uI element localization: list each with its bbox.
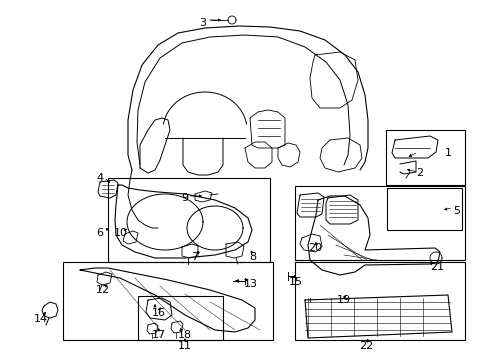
Text: 21: 21 [429,262,443,272]
Text: 22: 22 [358,341,372,351]
Bar [386,188,461,230]
Text: 20: 20 [307,243,322,253]
Text: 13: 13 [244,279,258,289]
Text: 7: 7 [191,252,198,262]
Text: 16: 16 [152,308,165,318]
Text: 15: 15 [288,277,303,287]
Text: 4: 4 [96,173,103,183]
Text: 1: 1 [444,148,451,158]
Text: 9: 9 [181,193,188,203]
Text: 14: 14 [34,314,48,324]
Text: 5: 5 [452,206,459,216]
Bar [294,186,464,260]
Text: 12: 12 [96,285,110,295]
Text: 3: 3 [199,18,205,28]
Text: 6: 6 [96,228,103,238]
Bar [294,262,464,340]
Text: 11: 11 [178,341,192,351]
Text: 18: 18 [178,330,192,340]
Bar [385,130,464,185]
Text: 10: 10 [114,228,128,238]
Bar [63,262,272,340]
Text: 2: 2 [415,168,422,178]
Bar [138,296,223,340]
Bar [108,178,269,262]
Text: 19: 19 [336,295,350,305]
Text: 8: 8 [248,252,256,262]
Text: 17: 17 [152,330,166,340]
